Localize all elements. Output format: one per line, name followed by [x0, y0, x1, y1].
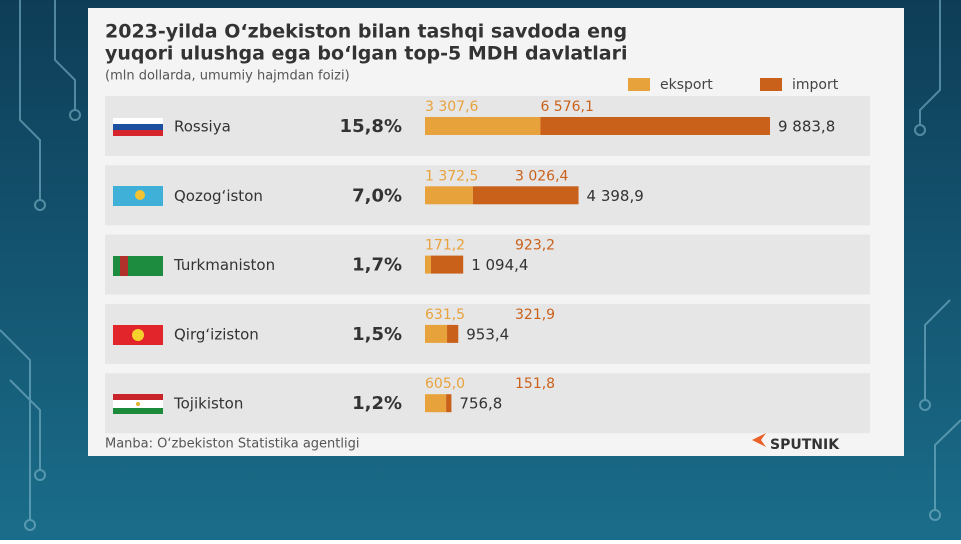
category-label: Turkmaniston	[173, 256, 275, 274]
legend-label: eksport	[660, 77, 713, 93]
bar-segment	[446, 394, 452, 413]
value-label: 605,0	[425, 376, 465, 392]
bar-segment	[425, 255, 431, 274]
value-label: 3 307,6	[425, 99, 479, 115]
share-label: 15,8%	[340, 116, 402, 137]
total-label: 756,8	[459, 395, 502, 413]
share-label: 1,7%	[352, 255, 402, 276]
source: Manba: O‘zbekiston Statistika agentligi	[105, 437, 359, 452]
circuit-decoration	[0, 0, 961, 531]
value-label: 151,8	[515, 376, 555, 392]
row-background	[105, 373, 870, 434]
row-background	[105, 234, 870, 295]
row-background	[105, 303, 870, 364]
flag-russia	[113, 118, 163, 136]
legend-swatch	[760, 78, 782, 91]
bar-segment	[425, 394, 447, 413]
value-label: 321,9	[515, 307, 555, 323]
value-label: 171,2	[425, 238, 465, 254]
value-label: 6 576,1	[540, 99, 593, 115]
bar-segment	[472, 186, 579, 205]
logo: SPUTNIK	[770, 437, 840, 453]
flag-kazakhstan	[113, 186, 163, 206]
bar-segment	[430, 255, 464, 274]
bar-segment	[425, 117, 541, 135]
bar-segment	[425, 324, 448, 343]
flag-turkmenistan	[113, 256, 163, 276]
legend-label: import	[792, 77, 839, 93]
category-label: Qozog‘iston	[174, 187, 263, 205]
bar-segment	[447, 324, 459, 343]
value-label: 631,5	[425, 307, 465, 323]
category-label: Qirg‘iziston	[174, 325, 259, 343]
title-line: 2023-yilda O‘zbekiston bilan tashqi savd…	[105, 21, 627, 43]
flag-tajikistan	[113, 394, 163, 414]
category-label: Rossiya	[174, 118, 231, 136]
share-label: 1,2%	[352, 393, 402, 414]
total-label: 9 883,8	[778, 118, 835, 136]
title-line: yuqori ulushga ega bo‘lgan top-5 MDH dav…	[105, 43, 627, 65]
legend-swatch	[628, 78, 650, 91]
bar-segment	[540, 117, 770, 135]
flag-kyrgyzstan	[113, 325, 163, 345]
flags	[113, 118, 163, 414]
value-label: 1 372,5	[425, 168, 478, 184]
logo-icon	[752, 433, 766, 447]
value-label: 923,2	[515, 238, 555, 254]
bar-segment	[425, 186, 473, 205]
value-label: 3 026,4	[515, 168, 569, 184]
total-label: 1 094,4	[471, 256, 528, 274]
subtitle: (mln dollarda, umumiy hajmdan foizi)	[105, 69, 350, 84]
total-label: 953,4	[466, 325, 509, 343]
category-label: Tojikiston	[173, 395, 243, 413]
share-label: 1,5%	[352, 324, 402, 345]
total-label: 4 398,9	[587, 187, 644, 205]
share-label: 7,0%	[352, 185, 402, 206]
